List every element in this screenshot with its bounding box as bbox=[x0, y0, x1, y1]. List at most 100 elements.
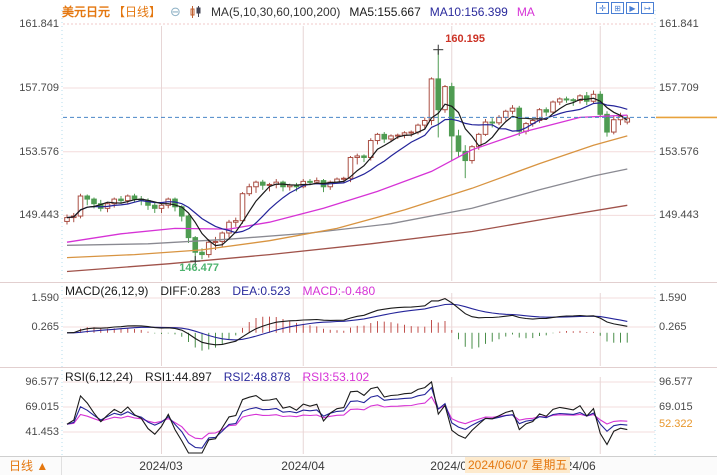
macd-diff-label: DIFF:0.283 bbox=[160, 284, 221, 298]
step-forward-icon[interactable]: ↦ bbox=[641, 2, 654, 14]
candle-up-body bbox=[232, 220, 239, 223]
candle-down-body bbox=[151, 204, 158, 209]
candle-up-body bbox=[550, 101, 556, 113]
candle-up-body bbox=[253, 181, 259, 188]
ma30-value-label: MA bbox=[516, 4, 535, 19]
ma100-line bbox=[66, 168, 628, 246]
ma5-value-label: MA5:155.667 bbox=[349, 4, 421, 19]
candle-up-body bbox=[475, 133, 482, 148]
symbol-name[interactable]: 美元日元 bbox=[62, 5, 111, 19]
candle-up-body bbox=[212, 240, 219, 243]
dea-line bbox=[67, 303, 628, 341]
candle-up-body bbox=[408, 131, 415, 134]
candle-up-body bbox=[428, 78, 435, 121]
candle-down-body bbox=[563, 98, 570, 101]
candle-down-body bbox=[543, 109, 550, 113]
candle-down-body bbox=[435, 78, 442, 111]
candle-down-body bbox=[448, 86, 455, 137]
ma10-value-label: MA10:156.399 bbox=[429, 4, 508, 19]
candle-down-body bbox=[199, 251, 205, 256]
candle-down-body bbox=[307, 180, 313, 183]
play-forward-icon[interactable]: ▶ bbox=[626, 2, 639, 14]
candle-down-body bbox=[259, 181, 266, 186]
candle-down-body bbox=[570, 99, 577, 102]
rsi1-line bbox=[66, 380, 628, 454]
period-selector[interactable]: 日线 ▲ bbox=[0, 457, 62, 475]
candlestick-icon[interactable] bbox=[190, 5, 202, 18]
ma60-line bbox=[66, 135, 628, 259]
candle-down-body bbox=[604, 113, 610, 133]
candle-up-body bbox=[469, 146, 475, 162]
candle-up-body bbox=[226, 221, 232, 234]
candle-down-body bbox=[118, 198, 124, 202]
candle-up-body bbox=[442, 86, 448, 111]
latest-date-badge: 2024/06/07 星期五 bbox=[465, 457, 571, 473]
ma200-line bbox=[66, 204, 628, 273]
macd-macd-label: MACD:-0.480 bbox=[302, 284, 376, 298]
candle-up-body bbox=[266, 183, 273, 186]
rsi2-line bbox=[66, 386, 628, 449]
rsi2-label: RSI2:48.878 bbox=[223, 370, 291, 384]
candle-up-body bbox=[394, 134, 401, 137]
candle-up-body bbox=[354, 155, 361, 158]
candle-down-body bbox=[131, 195, 138, 200]
candle-up-body bbox=[388, 135, 394, 140]
collapse-icon[interactable]: ⊖ bbox=[170, 3, 181, 19]
macd-title: MACD(26,12,9) bbox=[65, 284, 149, 298]
candle-up-body bbox=[219, 232, 226, 242]
candle-up-body bbox=[77, 195, 84, 217]
candle-up-body bbox=[158, 204, 165, 209]
ma5-line bbox=[66, 97, 628, 247]
month-axis-label: 2024/03 bbox=[139, 459, 183, 473]
candle-up-body bbox=[374, 133, 381, 142]
candle-up-body bbox=[246, 186, 253, 195]
candle-down-body bbox=[361, 155, 367, 158]
candle-up-body bbox=[482, 121, 489, 135]
candle-up-body bbox=[496, 116, 502, 124]
candle-up-body bbox=[577, 95, 583, 101]
candle-down-body bbox=[462, 150, 469, 162]
candle-up-body bbox=[347, 156, 354, 179]
rsi1-label: RSI1:44.897 bbox=[145, 370, 212, 384]
candle-up-body bbox=[313, 180, 320, 183]
candle-down-body bbox=[84, 195, 91, 200]
macd-dea-label: DEA:0.523 bbox=[232, 284, 291, 298]
candle-up-body bbox=[421, 119, 428, 126]
month-axis-label: 2024/05 bbox=[430, 459, 474, 473]
rsi-panel-header: RSI(6,12,24) RSI1:44.897 RSI2:48.878 RSI… bbox=[65, 370, 369, 384]
candle-up-body bbox=[502, 110, 509, 118]
candle-up-body bbox=[617, 116, 624, 121]
macd-panel-header: MACD(26,12,9) DIFF:0.283 DEA:0.523 MACD:… bbox=[65, 284, 375, 298]
candle-up-body bbox=[111, 198, 118, 205]
candle-down-body bbox=[516, 107, 523, 132]
main-chart-header: 美元日元 【日线】 ⊖ MA(5,10,30,60,100,200) MA5:15… bbox=[62, 3, 535, 20]
candle-up-body bbox=[556, 98, 563, 103]
candle-up-body bbox=[124, 195, 131, 202]
ma30-line bbox=[66, 114, 628, 243]
candle-up-body bbox=[64, 217, 70, 222]
pan-crosshair-icon[interactable]: ✛ bbox=[596, 2, 609, 14]
rsi3-line bbox=[66, 395, 628, 440]
candle-up-body bbox=[610, 119, 617, 133]
ma-settings-label: MA(5,10,30,60,100,200) bbox=[210, 4, 341, 19]
time-axis-bar: 日线 ▲ 2024/03 2024/04 2024/05 2024/06 bbox=[0, 456, 717, 475]
period-tag[interactable]: 【日线】 bbox=[113, 5, 162, 19]
zoom-range-icon[interactable]: ⊞ bbox=[611, 2, 624, 14]
candle-up-body bbox=[239, 193, 246, 222]
chart-toolbar: ✛ ⊞ ▶ ↦ bbox=[596, 2, 654, 14]
rsi-title: RSI(6,12,24) bbox=[65, 370, 134, 384]
ma10-line bbox=[66, 102, 628, 234]
candle-down-body bbox=[91, 198, 97, 205]
candle-down-body bbox=[192, 237, 199, 253]
candle-down-body bbox=[489, 121, 496, 124]
candle-down-body bbox=[381, 133, 388, 140]
candle-down-body bbox=[455, 135, 462, 152]
rsi3-label: RSI3:53.102 bbox=[302, 370, 370, 384]
month-axis-label: 2024/04 bbox=[281, 459, 325, 473]
candle-up-body bbox=[509, 107, 516, 112]
candle-down-body bbox=[597, 93, 604, 115]
diff-line bbox=[66, 297, 628, 346]
candle-down-body bbox=[185, 215, 192, 239]
